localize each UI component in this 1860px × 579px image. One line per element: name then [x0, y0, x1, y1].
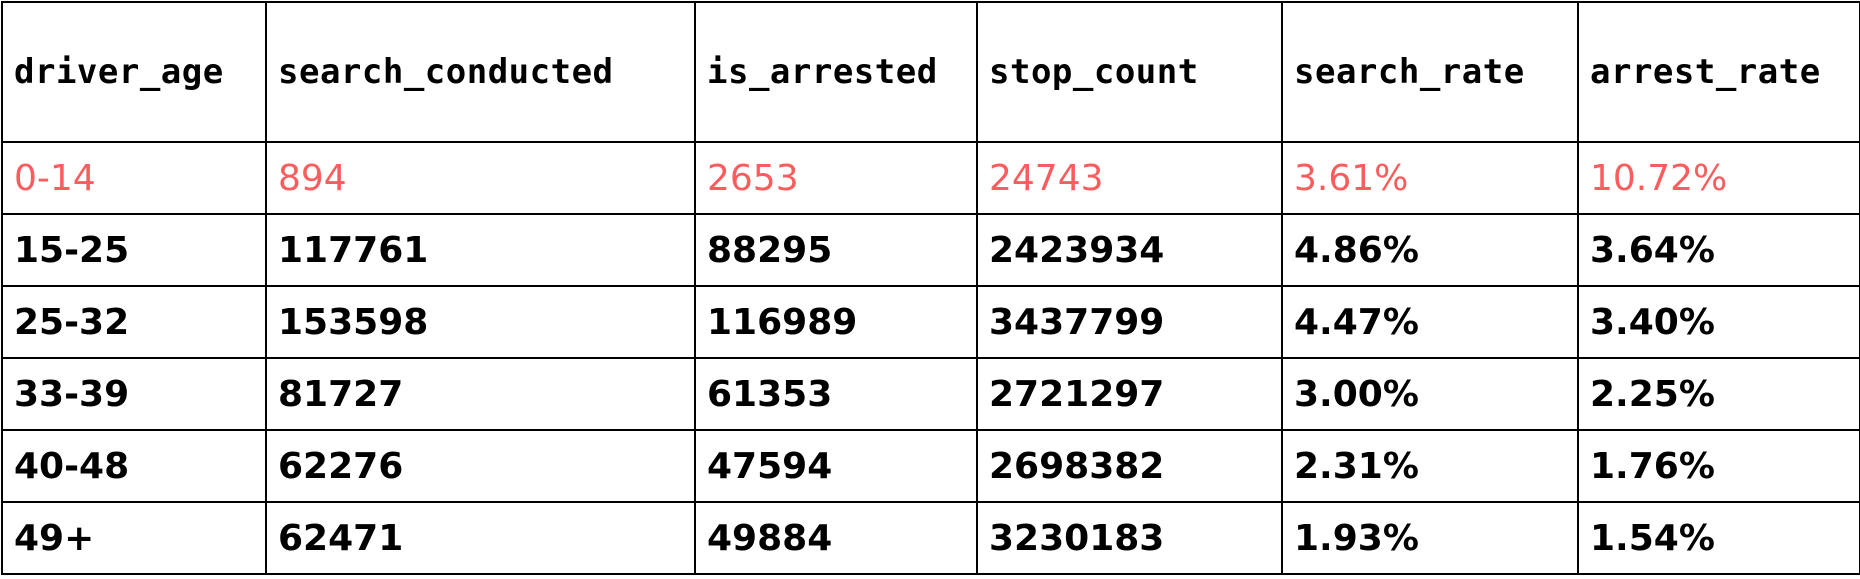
cell-stop-count: 24743 [976, 141, 1283, 215]
cell-is-arrested: 2653 [694, 141, 978, 215]
cell-arrest-rate: 2.25% [1577, 357, 1860, 431]
cell-driver-age: 40-48 [1, 429, 267, 503]
column-header-search-rate: search_rate [1281, 1, 1579, 143]
column-header-search-conducted: search_conducted [265, 1, 696, 143]
cell-is-arrested: 47594 [694, 429, 978, 503]
table-row: 15-25 117761 88295 2423934 4.86% 3.64% [1, 213, 1860, 287]
cell-stop-count: 3230183 [976, 501, 1283, 575]
cell-driver-age: 25-32 [1, 285, 267, 359]
cell-search-conducted: 62471 [265, 501, 696, 575]
cell-search-conducted: 62276 [265, 429, 696, 503]
cell-is-arrested: 116989 [694, 285, 978, 359]
column-header-is-arrested: is_arrested [694, 1, 978, 143]
cell-search-conducted: 894 [265, 141, 696, 215]
header-row: driver_age search_conducted is_arrested … [1, 1, 1860, 143]
cell-stop-count: 2698382 [976, 429, 1283, 503]
cell-search-rate: 3.00% [1281, 357, 1579, 431]
table-row: 33-39 81727 61353 2721297 3.00% 2.25% [1, 357, 1860, 431]
column-header-stop-count: stop_count [976, 1, 1283, 143]
column-header-driver-age: driver_age [1, 1, 267, 143]
cell-search-rate: 3.61% [1281, 141, 1579, 215]
cell-search-conducted: 117761 [265, 213, 696, 287]
cell-search-rate: 4.47% [1281, 285, 1579, 359]
cell-search-rate: 4.86% [1281, 213, 1579, 287]
cell-stop-count: 2721297 [976, 357, 1283, 431]
cell-stop-count: 3437799 [976, 285, 1283, 359]
cell-driver-age: 0-14 [1, 141, 267, 215]
cell-driver-age: 33-39 [1, 357, 267, 431]
table-row: 25-32 153598 116989 3437799 4.47% 3.40% [1, 285, 1860, 359]
cell-driver-age: 15-25 [1, 213, 267, 287]
table-row: 49+ 62471 49884 3230183 1.93% 1.54% [1, 501, 1860, 575]
cell-search-rate: 1.93% [1281, 501, 1579, 575]
cell-search-conducted: 153598 [265, 285, 696, 359]
column-header-arrest-rate: arrest_rate [1577, 1, 1860, 143]
cell-is-arrested: 61353 [694, 357, 978, 431]
cell-is-arrested: 49884 [694, 501, 978, 575]
cell-arrest-rate: 1.76% [1577, 429, 1860, 503]
cell-stop-count: 2423934 [976, 213, 1283, 287]
cell-arrest-rate: 3.64% [1577, 213, 1860, 287]
cell-search-conducted: 81727 [265, 357, 696, 431]
cell-arrest-rate: 10.72% [1577, 141, 1860, 215]
cell-is-arrested: 88295 [694, 213, 978, 287]
table-row: 40-48 62276 47594 2698382 2.31% 1.76% [1, 429, 1860, 503]
cell-arrest-rate: 1.54% [1577, 501, 1860, 575]
cell-driver-age: 49+ [1, 501, 267, 575]
cell-search-rate: 2.31% [1281, 429, 1579, 503]
table-row-highlighted: 0-14 894 2653 24743 3.61% 10.72% [1, 141, 1860, 215]
cell-arrest-rate: 3.40% [1577, 285, 1860, 359]
